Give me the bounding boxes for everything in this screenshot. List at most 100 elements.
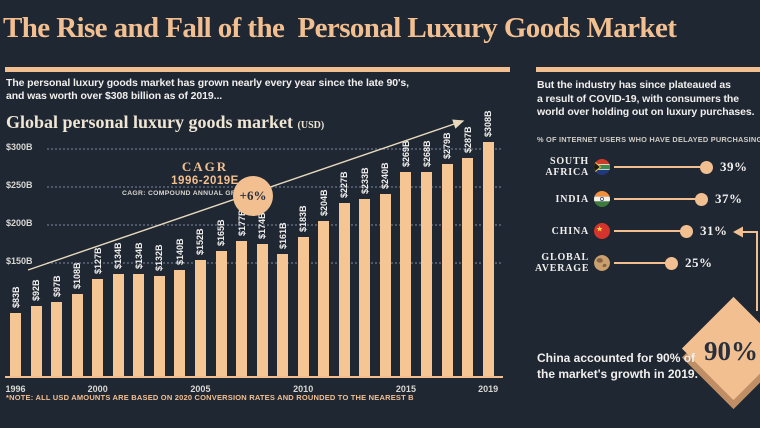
y-gridline (47, 224, 501, 226)
right-intro-text: But the industry has since plateaued as … (537, 79, 755, 118)
lollipop-line (614, 230, 682, 232)
bar-value-label: $161B (277, 222, 288, 249)
globe-icon (594, 255, 610, 271)
bar-value-label: $269B (400, 140, 411, 167)
china-callout-text: China accounted for 90% of the market's … (537, 351, 698, 381)
lollipop-dot (695, 192, 708, 206)
bar-value-label: $279B (442, 132, 453, 159)
bar (421, 172, 432, 376)
y-axis-label: $150B (6, 256, 33, 266)
x-axis-line (5, 376, 503, 378)
bar (256, 244, 268, 376)
bar (133, 274, 145, 376)
diamond-value: 90% (704, 336, 758, 366)
delayed-purchase-row: SOUTH AFRICA 39% (535, 151, 760, 183)
bar (30, 306, 42, 376)
cagr-range: 1996-2019E (171, 175, 239, 187)
delayed-purchasing-heading: % OF INTERNET USERS WHO HAVE DELAYED PUR… (537, 135, 760, 144)
x-axis-label: 2015 (395, 384, 416, 394)
bar (462, 158, 474, 376)
bar-value-label: $132B (154, 244, 165, 271)
lollipop-dot (680, 224, 693, 238)
country-label: INDIA (555, 193, 589, 205)
delayed-purchase-row: CHINA 31% (535, 215, 760, 247)
percent-value: 25% (685, 255, 713, 270)
country-label: SOUTH AFRICA (545, 156, 589, 178)
bar (359, 199, 371, 376)
bar-value-label: $134B (113, 242, 124, 269)
y-axis-label: $200B (6, 218, 33, 228)
cagr-definition: CAGR: COMPOUND ANNUAL GROWTH (122, 190, 259, 197)
callout-connector-arrow (733, 226, 758, 311)
bar-value-label: $152B (195, 228, 206, 255)
footnote: *NOTE: ALL USD AMOUNTS ARE BASED ON 2020… (6, 393, 414, 402)
lollipop-dot (665, 256, 678, 270)
bar (10, 313, 21, 376)
bar-value-label: $183B (298, 205, 309, 232)
bar (338, 203, 350, 376)
bar-value-label: $92B (31, 279, 42, 301)
x-axis-label: 2019 (478, 384, 499, 394)
bar (400, 172, 412, 376)
bar-value-label: $97B (51, 275, 62, 297)
bar (236, 241, 248, 376)
bar-value-label: $227B (339, 171, 350, 198)
bar-value-label: $268B (421, 140, 432, 167)
cagr-badge-value: +6% (239, 188, 267, 203)
chart-heading-unit: (USD) (297, 120, 325, 131)
bar-value-label: $140B (174, 238, 185, 265)
chart-heading: Global personal luxury goods market (USD… (6, 112, 324, 133)
y-gridline (47, 148, 501, 150)
cagr-badge: +6% (233, 176, 273, 216)
lollipop-line (614, 166, 702, 168)
country-label: GLOBAL AVERAGE (535, 252, 590, 274)
bar (71, 294, 83, 376)
bar (92, 279, 104, 376)
bar (277, 254, 289, 376)
y-gridline (47, 186, 501, 188)
bar (51, 302, 63, 376)
page-title: The Rise and Fall of the Personal Luxury… (3, 12, 677, 44)
percent-value: 37% (715, 191, 743, 206)
right-divider-rule (536, 67, 760, 72)
x-axis-label: 1996 (5, 384, 26, 394)
bar (318, 221, 330, 376)
percent-value: 31% (700, 223, 728, 238)
bar-value-label: $83B (10, 286, 21, 308)
bar (153, 276, 165, 376)
china-flag (594, 223, 610, 239)
left-divider-rule (5, 67, 510, 72)
bar (112, 274, 124, 376)
bar-value-label: $308B (483, 110, 494, 137)
bar (174, 270, 186, 376)
bar-value-label: $165B (216, 219, 226, 246)
country-label: CHINA (551, 225, 589, 237)
y-axis-label: $250B (6, 180, 33, 190)
bar (482, 142, 494, 376)
cagr-annotation: CAGR 1996-2019E (150, 159, 260, 187)
lollipop-dot (700, 160, 713, 174)
bar-value-label: $134B (133, 242, 144, 269)
delayed-purchase-row: GLOBAL AVERAGE 25% (535, 247, 760, 279)
y-axis-label: $300B (6, 142, 33, 152)
bar-value-label: $108B (72, 262, 83, 289)
cagr-title: CAGR (181, 159, 229, 174)
percent-value: 39% (720, 159, 748, 174)
south-africa-flag (594, 159, 610, 175)
lollipop-line (614, 198, 697, 200)
bar-value-label: $287B (462, 126, 473, 153)
left-intro-text: The personal luxury goods market has gro… (6, 77, 409, 102)
bar-value-label: $127B (92, 247, 103, 274)
bar (379, 194, 391, 376)
chart-heading-text: Global personal luxury goods market (6, 112, 294, 132)
lollipop-line (614, 262, 667, 264)
bar (215, 251, 227, 376)
bar-value-label: $204B (318, 189, 329, 216)
x-axis-label: 2005 (190, 384, 211, 394)
bar-value-label: $240B (380, 162, 391, 189)
bar (297, 237, 309, 376)
bar-value-label: $233B (359, 167, 370, 194)
x-axis-label: 2010 (293, 384, 314, 394)
